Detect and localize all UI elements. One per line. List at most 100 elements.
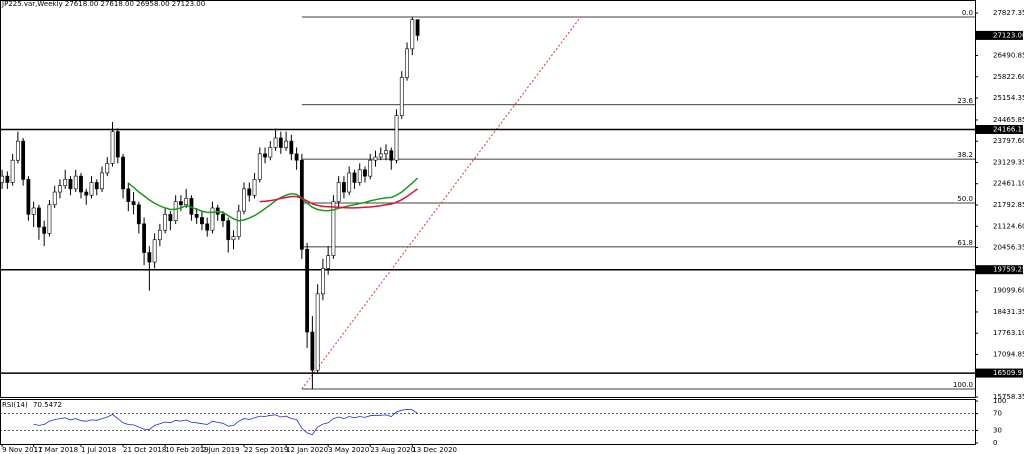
rsi-tick-label: 70 [993,410,1002,418]
candle-body [315,293,320,371]
candle-body [68,179,73,190]
fib-label: 23.6 [957,97,973,105]
y-tick-label: 25154.35 [993,94,1024,102]
candle-body [26,179,31,215]
x-tick-label: 13 Dec 2020 [412,446,457,454]
candle-body [89,182,94,196]
candle-body [179,201,183,206]
candle-body [210,207,215,231]
candle-body [173,201,178,221]
rsi-frame [0,399,976,445]
trendline [301,16,581,390]
fib-label: 38.2 [957,151,973,159]
y-tick-label: 20456.35 [993,244,1024,252]
candle-body [326,255,331,269]
candle-body [310,331,315,371]
level-label: 19759.25 [993,266,1024,274]
rsi-value: 70.5472 [33,401,62,409]
candle-body [42,226,47,234]
candle-body [299,159,304,250]
candle-body [115,131,120,158]
candle-body [221,214,225,221]
price-label: 27123.00 [993,31,1024,39]
candle-body [52,191,57,206]
y-tick-label: 21792.85 [993,201,1024,209]
moving-average [259,188,419,209]
candle-body [352,172,357,183]
candle-body [136,204,141,225]
candle-body [10,159,15,183]
candle-body [378,153,383,158]
y-tick-label: 26490.85 [993,52,1024,60]
candle-body [79,175,83,193]
candle-body [126,188,131,202]
candle-body [58,185,62,193]
candle-body [94,182,99,190]
candle-body [163,214,168,231]
rsi-line [33,408,418,436]
y-tick-label: 25822.60 [993,73,1024,81]
level-box [976,265,1023,275]
rsi-name: RSI(14) [2,401,28,409]
candle-body [289,140,294,155]
candle-body [357,169,362,183]
candle-body [31,207,36,215]
candle-body [320,268,325,295]
candle-body [205,223,210,231]
x-tick-label: 11 Mar 2018 [34,446,78,454]
level-label: 16509.93 [993,369,1024,377]
candle-body [399,77,404,116]
main-frame [0,0,976,398]
candle-body [405,48,409,78]
candle-body [21,140,26,180]
y-tick-label: 23129.35 [993,158,1024,166]
candle-body [342,182,346,193]
candle-body [147,252,152,263]
candle-body [363,169,367,177]
candle-body [294,153,299,161]
y-tick-label: 15758.35 [993,393,1024,401]
y-tick-label: 17763.10 [993,329,1024,337]
candle-body [152,239,157,263]
candle-body [47,204,52,234]
candle-body [105,163,110,174]
candle-body [268,147,273,158]
x-tick-label: 3 May 2020 [328,446,369,454]
candle-body [37,207,41,228]
candle-body [373,156,378,161]
candle-body [273,137,278,148]
y-tick-label: 24465.85 [993,116,1024,124]
candle-body [252,179,257,196]
rsi-tick-label: 100 [993,397,1006,405]
y-tick-label: 19099.60 [993,287,1024,295]
candle-body [5,175,10,183]
candle-body [242,188,246,212]
candle-body [194,214,199,218]
candle-body [184,198,189,206]
candle-body [100,172,104,190]
candle-body [257,153,262,180]
level-box [976,124,1023,134]
candle-body [131,201,136,206]
candle-body [63,179,68,186]
candle-body [284,140,288,148]
candle-body [368,159,373,177]
candle-body [157,229,162,241]
candle-body [73,175,78,190]
moving-average [127,177,419,222]
header: JP225.var,Weekly 27618.00 27618.00 26958… [1,0,205,8]
candle-body [231,236,236,241]
fib-label: 100.0 [953,381,973,389]
x-tick-label: 2 Jun 2019 [202,446,240,454]
candle-body [226,220,231,241]
x-tick-label: 23 Aug 2020 [370,446,415,454]
candle-body [0,175,5,183]
y-tick-label: 23797.60 [993,137,1024,145]
y-tick-label: 18431.35 [993,308,1024,316]
rsi-tick-label: 0 [993,439,997,447]
x-tick-label: 12 Jan 2020 [286,446,328,454]
x-tick-label: 9 Nov 2017 [2,446,42,454]
candle-body [410,19,415,50]
